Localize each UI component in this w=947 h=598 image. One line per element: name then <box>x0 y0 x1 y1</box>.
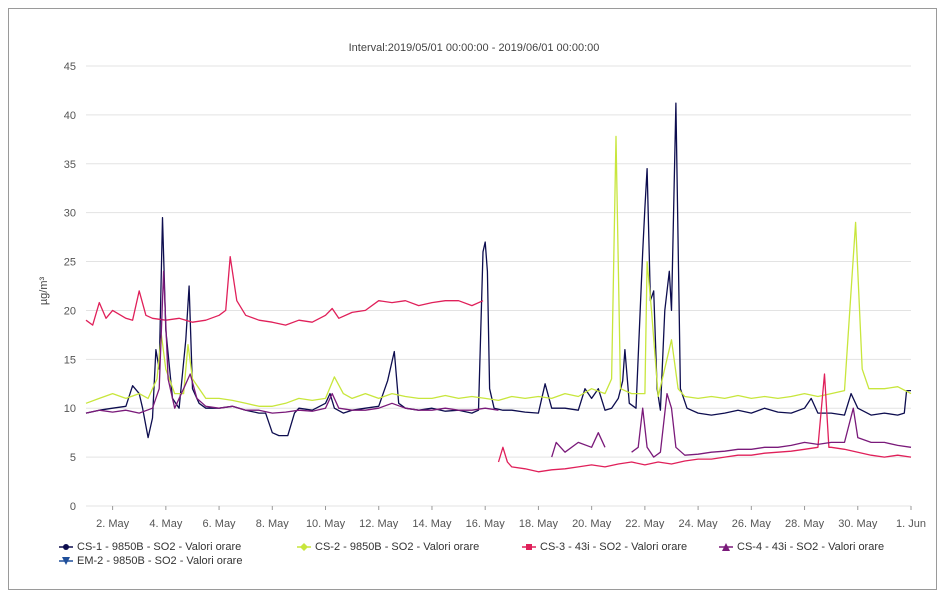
x-tick-label: 12. May <box>359 518 399 529</box>
legend-row: EM-2 - 9850B - SO2 - Valori orare <box>59 555 939 569</box>
x-tick-label: 2. May <box>96 518 130 529</box>
triangle-marker-icon <box>719 543 733 551</box>
line-chart: 0 5 10 15 20 25 30 35 40 45 2. May 4. May 6. May 8. … <box>38 42 926 529</box>
legend-label: CS-1 - 9850B - SO2 - Valori orare <box>77 541 242 553</box>
y-tick-label: 35 <box>64 159 76 171</box>
x-tick-label: 30. May <box>838 518 878 529</box>
legend-item[interactable]: CS-1 - 9850B - SO2 - Valori orare <box>59 541 241 553</box>
legend-item[interactable]: EM-2 - 9850B - SO2 - Valori orare <box>59 555 242 567</box>
y-tick-label: 20 <box>64 305 76 317</box>
legend-row: CS-1 - 9850B - SO2 - Valori orare CS-2 - … <box>59 541 939 555</box>
series-line-2 <box>85 135 912 407</box>
legend-label: CS-2 - 9850B - SO2 - Valori orare <box>315 541 480 553</box>
y-tick-label: 25 <box>64 257 76 269</box>
x-tick-label: 18. May <box>519 518 559 529</box>
x-axis: 2. May 4. May 6. May 8. May 10. May 12. May 14… <box>96 506 926 529</box>
chart-container: 0 5 10 15 20 25 30 35 40 45 2. May 4. May 6. May 8. … <box>8 8 937 590</box>
legend-label: CS-3 - 43i - SO2 - Valori orare <box>540 541 688 553</box>
x-tick-label: 24. May <box>679 518 719 529</box>
x-tick-label: 20. May <box>572 518 612 529</box>
x-tick-label: 6. May <box>203 518 237 529</box>
x-tick-label: 22. May <box>625 518 665 529</box>
y-axis-label: µg/m³ <box>38 276 50 305</box>
x-tick-label: 10. May <box>306 518 346 529</box>
x-tick-label: 14. May <box>412 518 452 529</box>
square-marker-icon <box>522 544 536 550</box>
legend-label: CS-4 - 43i - SO2 - Valori orare <box>737 541 885 553</box>
legend: CS-1 - 9850B - SO2 - Valori orare CS-2 - … <box>59 541 939 569</box>
y-tick-label: 45 <box>64 61 76 73</box>
series-lines <box>85 102 912 473</box>
y-tick-label: 30 <box>64 208 76 220</box>
series-line-1 <box>85 102 911 439</box>
legend-item[interactable]: CS-4 - 43i - SO2 - Valori orare <box>719 541 884 553</box>
legend-item[interactable]: CS-2 - 9850B - SO2 - Valori orare <box>297 541 479 553</box>
y-axis: 0 5 10 15 20 25 30 35 40 45 <box>64 61 76 513</box>
chart-title: Interval:2019/05/01 00:00:00 - 2019/06/0… <box>349 42 600 54</box>
y-tick-label: 5 <box>70 452 76 464</box>
legend-item[interactable]: CS-3 - 43i - SO2 - Valori orare <box>522 541 687 553</box>
series-line-4 <box>85 270 912 458</box>
x-tick-label: 26. May <box>732 518 772 529</box>
triangle-down-marker-icon <box>59 557 73 565</box>
circle-marker-icon <box>59 544 73 550</box>
x-tick-label: 16. May <box>466 518 506 529</box>
y-tick-label: 10 <box>64 403 76 415</box>
legend-label: EM-2 - 9850B - SO2 - Valori orare <box>77 555 243 567</box>
y-tick-label: 40 <box>64 110 76 122</box>
series-line-3 <box>85 256 912 473</box>
x-tick-label: 28. May <box>785 518 825 529</box>
x-tick-label: 1. Jun <box>896 518 926 529</box>
y-tick-label: 0 <box>70 501 76 513</box>
grid-lines <box>86 65 911 507</box>
y-tick-label: 15 <box>64 354 76 366</box>
x-tick-label: 8. May <box>256 518 290 529</box>
diamond-marker-icon <box>297 543 311 551</box>
x-tick-label: 4. May <box>149 518 183 529</box>
